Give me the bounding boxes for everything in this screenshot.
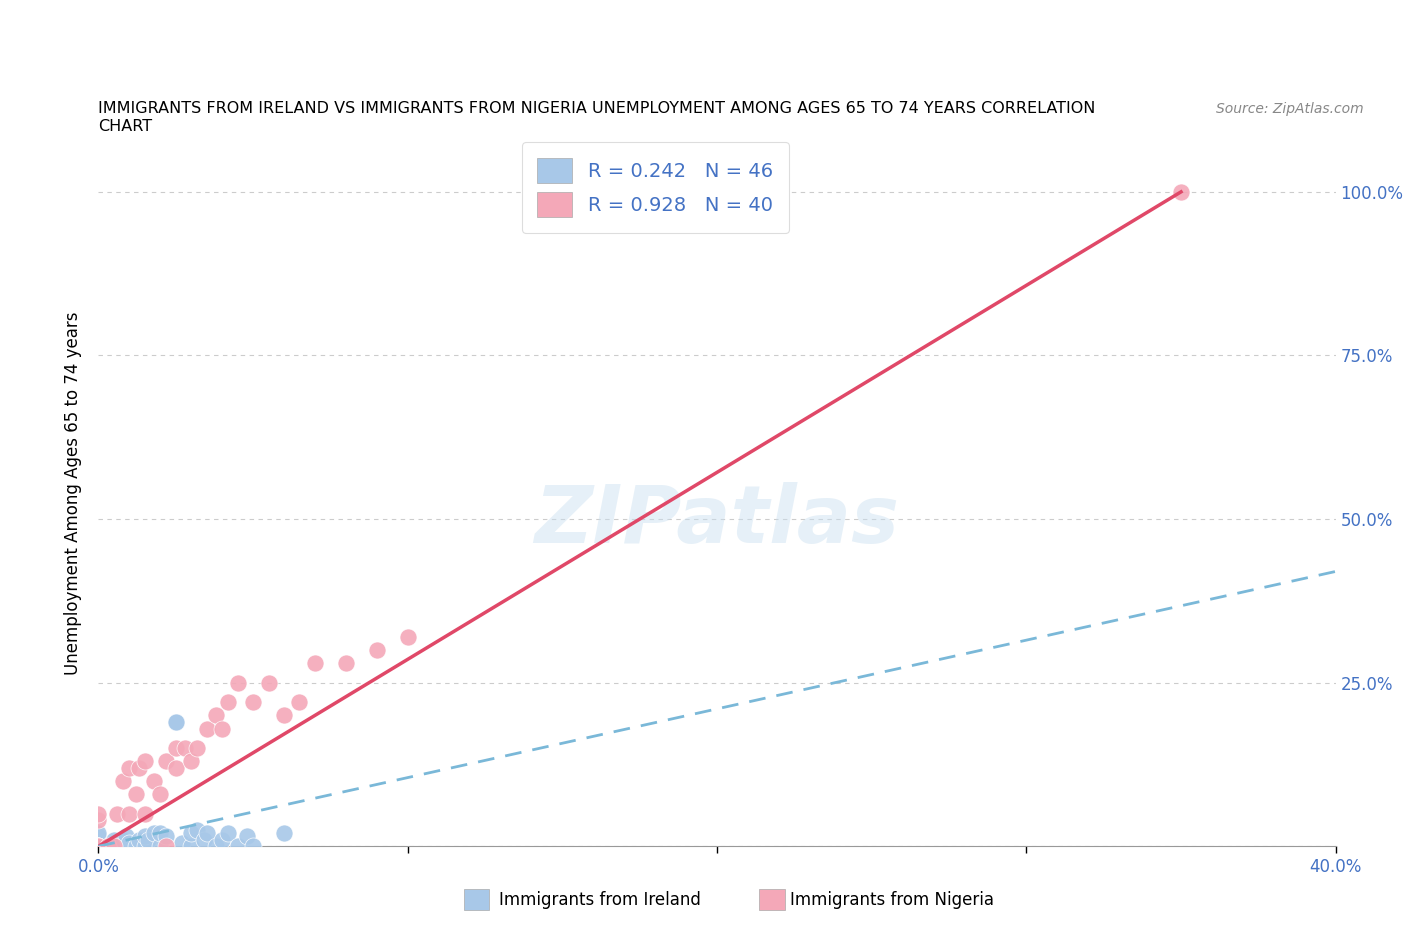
Point xyxy=(87,839,110,854)
Point xyxy=(180,754,202,769)
Point xyxy=(115,829,138,844)
Point xyxy=(143,774,166,789)
Point xyxy=(87,834,110,849)
Point xyxy=(165,740,187,755)
Point xyxy=(155,839,177,854)
Point xyxy=(87,839,110,854)
Point xyxy=(217,826,239,841)
Point xyxy=(193,832,215,847)
Point xyxy=(136,832,159,847)
Point xyxy=(242,695,264,710)
Text: IMMIGRANTS FROM IRELAND VS IMMIGRANTS FROM NIGERIA UNEMPLOYMENT AMONG AGES 65 TO: IMMIGRANTS FROM IRELAND VS IMMIGRANTS FR… xyxy=(98,101,1095,116)
Point xyxy=(155,829,177,844)
Point xyxy=(87,839,110,854)
Point xyxy=(87,839,110,854)
Point xyxy=(304,656,326,671)
Point xyxy=(118,839,141,854)
Point xyxy=(87,829,110,844)
Point xyxy=(165,714,187,729)
Point xyxy=(195,721,218,736)
Point xyxy=(149,826,172,841)
Point xyxy=(103,839,125,854)
Point xyxy=(236,829,259,844)
Point xyxy=(87,839,110,854)
Point xyxy=(143,826,166,841)
Point xyxy=(217,695,239,710)
Point xyxy=(87,832,110,847)
Point xyxy=(108,835,131,850)
Point xyxy=(87,839,110,854)
Point xyxy=(105,839,128,854)
Point xyxy=(205,708,228,723)
Legend: R = 0.242   N = 46, R = 0.928   N = 40: R = 0.242 N = 46, R = 0.928 N = 40 xyxy=(522,142,789,232)
Point xyxy=(134,754,156,769)
Point xyxy=(155,754,177,769)
Point xyxy=(170,835,193,850)
Point xyxy=(128,761,150,776)
Point xyxy=(118,761,141,776)
Point xyxy=(87,813,110,828)
Point xyxy=(226,839,249,854)
Point xyxy=(288,695,311,710)
Point xyxy=(211,721,233,736)
Point xyxy=(186,740,208,755)
Text: Immigrants from Nigeria: Immigrants from Nigeria xyxy=(790,891,994,910)
Text: Source: ZipAtlas.com: Source: ZipAtlas.com xyxy=(1216,102,1364,116)
Point xyxy=(396,630,419,644)
Point xyxy=(242,839,264,854)
Point xyxy=(174,740,197,755)
Point xyxy=(1170,184,1192,199)
Point xyxy=(118,835,141,850)
Point xyxy=(124,839,146,854)
Point xyxy=(335,656,357,671)
Point xyxy=(103,832,125,847)
Point xyxy=(112,774,135,789)
Point xyxy=(103,839,125,854)
Text: CHART: CHART xyxy=(98,119,152,134)
Point xyxy=(205,839,228,854)
Y-axis label: Unemployment Among Ages 65 to 74 years: Unemployment Among Ages 65 to 74 years xyxy=(65,312,83,674)
Point xyxy=(273,826,295,841)
Point xyxy=(87,839,110,854)
Point xyxy=(87,839,110,854)
Point xyxy=(180,826,202,841)
Point xyxy=(87,839,110,854)
Point xyxy=(118,806,141,821)
Point xyxy=(165,714,187,729)
Point xyxy=(100,839,122,854)
Point xyxy=(149,787,172,802)
Point xyxy=(273,708,295,723)
Point xyxy=(128,832,150,847)
Point xyxy=(87,839,110,854)
Point xyxy=(87,839,110,854)
Point xyxy=(195,826,218,841)
Point xyxy=(226,675,249,690)
Point xyxy=(87,826,110,841)
Point xyxy=(134,829,156,844)
Point xyxy=(165,761,187,776)
Point xyxy=(87,835,110,850)
Text: Immigrants from Ireland: Immigrants from Ireland xyxy=(499,891,702,910)
Point xyxy=(97,839,120,854)
Text: ZIPatlas: ZIPatlas xyxy=(534,482,900,560)
Point xyxy=(87,839,110,854)
Point xyxy=(134,839,156,854)
Point xyxy=(134,806,156,821)
Point xyxy=(211,832,233,847)
Point xyxy=(124,787,146,802)
Point xyxy=(105,806,128,821)
Point xyxy=(87,839,110,854)
Point xyxy=(87,806,110,821)
Point xyxy=(186,822,208,837)
Point xyxy=(366,643,388,658)
Point xyxy=(149,839,172,854)
Point xyxy=(180,839,202,854)
Point xyxy=(257,675,280,690)
Point xyxy=(112,832,135,847)
